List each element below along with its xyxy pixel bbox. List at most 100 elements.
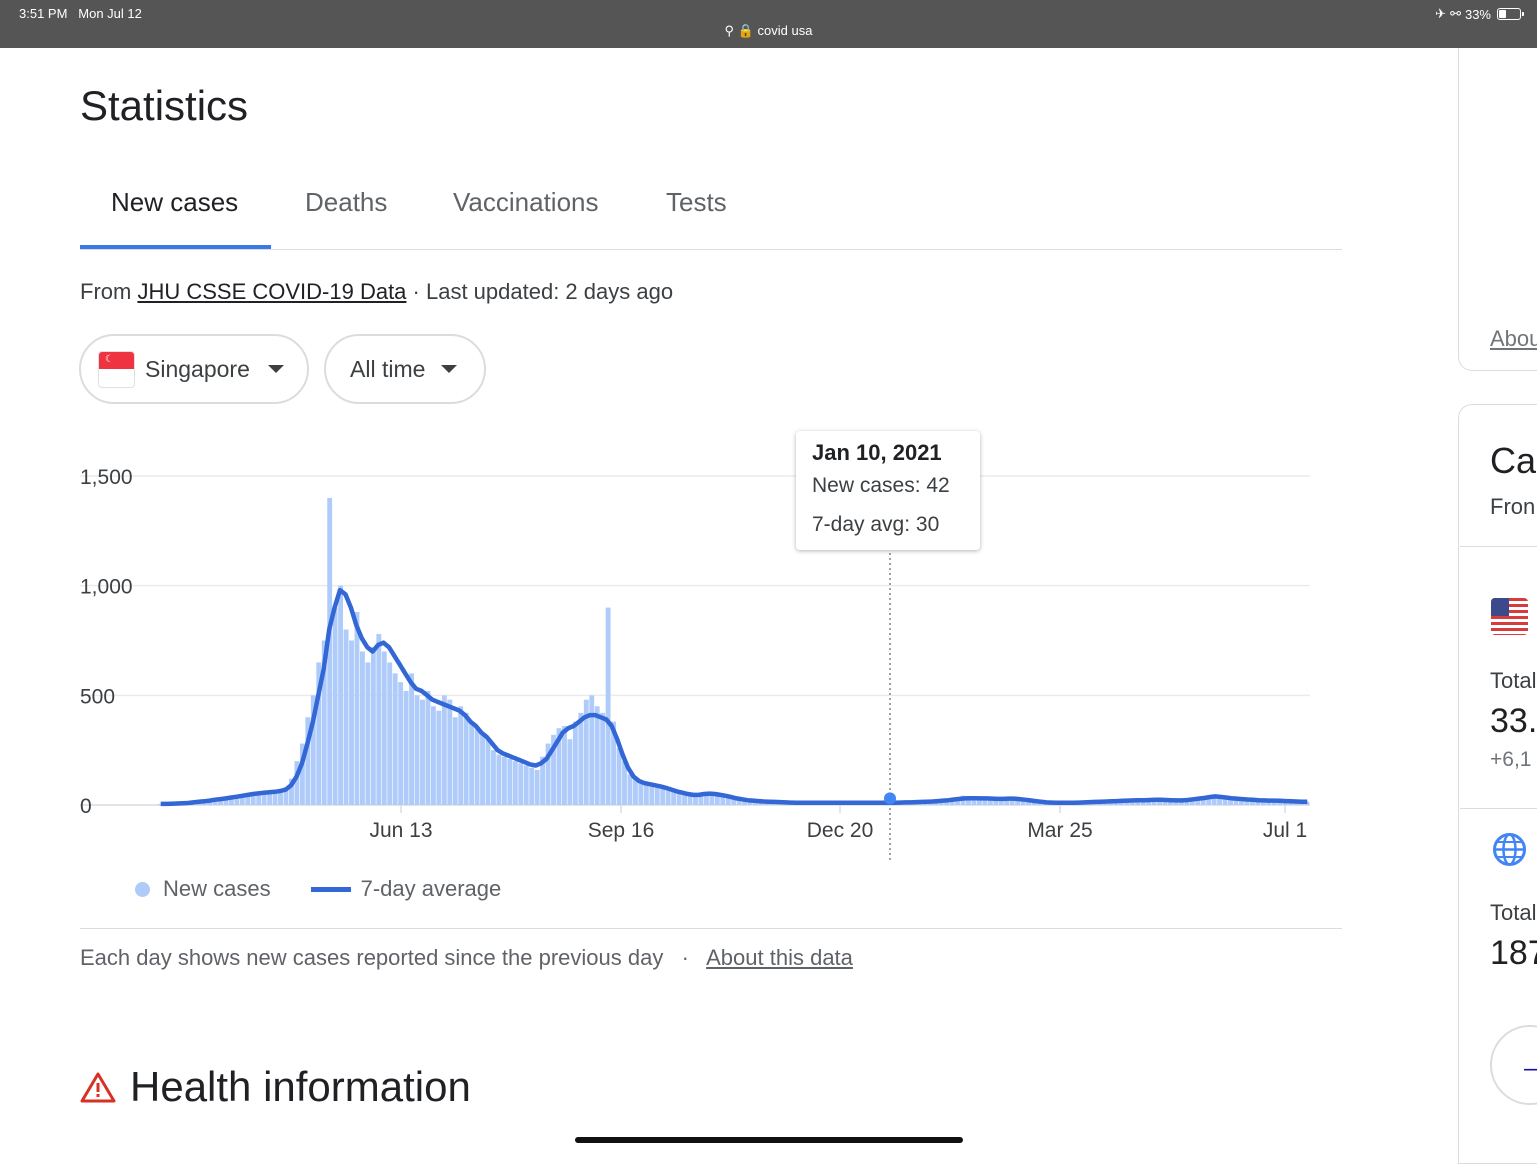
side-about-link[interactable]: Abou: [1490, 326, 1537, 351]
chart-footnote: Each day shows new cases reported since …: [80, 945, 853, 970]
side-card-subtitle: Fron: [1490, 494, 1536, 519]
home-indicator: [575, 1137, 963, 1143]
new-cases-bar: [463, 712, 469, 805]
new-cases-bar: [239, 794, 245, 805]
new-cases-bar: [627, 774, 633, 805]
new-cases-bar: [1222, 797, 1228, 805]
new-cases-bar: [562, 726, 567, 805]
new-cases-bar: [971, 797, 977, 805]
new-cases-bar: [1206, 796, 1212, 805]
new-cases-bar: [447, 699, 453, 805]
new-cases-bar: [327, 497, 333, 805]
new-cases-bar: [228, 796, 234, 805]
new-cases-bar: [1244, 799, 1250, 805]
new-cases-bar: [616, 747, 622, 805]
chevron-down-icon: [441, 365, 458, 373]
time-range-select[interactable]: All time: [324, 334, 486, 404]
address-bar[interactable]: ⚲ 🔒 covid usa: [0, 23, 1537, 39]
new-cases-bar: [420, 699, 425, 805]
new-cases-bar: [430, 706, 436, 805]
new-cases-bar: [567, 739, 573, 805]
new-cases-bar: [452, 717, 458, 805]
new-cases-bar: [1168, 800, 1173, 805]
status-time: 3:51 PM Mon Jul 12: [19, 6, 142, 21]
x-tick-label: Jul 1: [1263, 819, 1307, 842]
new-cases-bar: [594, 706, 600, 805]
warning-icon: [80, 1072, 116, 1103]
tab-new-cases[interactable]: New cases: [111, 187, 239, 217]
new-cases-bar: [1015, 799, 1021, 805]
new-cases-bar: [272, 791, 278, 805]
new-cases-bar: [1178, 800, 1184, 805]
last-updated: · Last updated: 2 days ago: [406, 279, 674, 304]
legend-bars-label: New cases: [163, 876, 271, 901]
new-cases-bar: [332, 607, 338, 805]
new-cases-bar: [998, 798, 1004, 805]
new-cases-bar: [1009, 798, 1015, 805]
new-cases-bar: [283, 787, 289, 805]
us-total-value: 33.: [1490, 702, 1537, 740]
new-cases-bar: [682, 794, 687, 805]
world-total-label: Total: [1490, 900, 1537, 925]
new-cases-bar: [572, 721, 578, 805]
source-link[interactable]: JHU CSSE COVID-19 Data: [137, 279, 407, 304]
stats-tabs: New cases Deaths Vaccinations Tests: [80, 160, 1342, 250]
new-cases-bar: [1020, 800, 1026, 805]
new-cases-bar: [409, 673, 415, 805]
new-cases-bar: [534, 769, 540, 805]
new-cases-bar: [158, 803, 163, 805]
new-cases-bar: [376, 633, 382, 805]
new-cases-bar: [485, 739, 491, 805]
new-cases-bar: [1233, 798, 1239, 805]
new-cases-bar: [742, 800, 748, 805]
new-cases-bar: [622, 761, 627, 805]
minus-icon: —: [1524, 1055, 1537, 1083]
x-tick-label: Sep 16: [588, 819, 655, 842]
new-cases-bar: [354, 611, 360, 805]
status-right: ✈ ⚯ 33%: [1435, 6, 1524, 22]
new-cases-bar: [523, 765, 529, 805]
new-cases-bar: [1135, 800, 1141, 805]
side-card-top: [1458, 48, 1537, 371]
new-cases-bar: [529, 767, 535, 805]
new-cases-bar: [725, 797, 731, 805]
y-tick-label: 1,500: [80, 466, 133, 489]
new-cases-bar: [518, 763, 524, 805]
new-cases-bar: [660, 787, 666, 805]
new-cases-bar: [1228, 798, 1233, 805]
new-cases-bar: [349, 640, 354, 805]
tab-vaccinations[interactable]: Vaccinations: [453, 187, 599, 217]
world-total-value: 187: [1490, 934, 1537, 972]
about-data-link[interactable]: About this data: [706, 945, 853, 970]
new-cases-bars: [158, 497, 1310, 805]
new-cases-bar: [1260, 800, 1266, 805]
battery-percent: 33%: [1464, 6, 1491, 22]
x-tick-label: Dec 20: [807, 819, 874, 842]
new-cases-bar: [1200, 797, 1206, 805]
new-cases-bar: [1239, 798, 1244, 805]
new-cases-bar: [480, 734, 485, 805]
tab-deaths[interactable]: Deaths: [305, 187, 388, 217]
new-cases-bar: [638, 780, 644, 805]
new-cases-bar: [556, 728, 562, 805]
new-cases-bar: [1249, 799, 1255, 805]
new-cases-bar: [643, 783, 649, 805]
new-cases-bar: [299, 743, 305, 805]
globe-icon: [1493, 833, 1526, 866]
new-cases-bar: [687, 795, 693, 805]
chart-legend: New cases 7-day average: [135, 876, 501, 902]
country-select[interactable]: ☾ Singapore: [79, 334, 309, 404]
new-cases-bar: [736, 799, 742, 805]
new-cases-bar: [414, 695, 420, 805]
new-cases-bar: [496, 754, 502, 805]
tab-tests[interactable]: Tests: [666, 187, 727, 217]
new-cases-bar: [218, 798, 223, 805]
new-cases-bar: [425, 690, 431, 805]
new-cases-bar: [987, 798, 993, 805]
new-cases-bar: [665, 789, 671, 805]
new-cases-bar: [289, 778, 294, 805]
new-cases-bar: [1255, 800, 1261, 805]
new-cases-bar: [611, 721, 617, 805]
new-cases-bar: [698, 792, 704, 805]
